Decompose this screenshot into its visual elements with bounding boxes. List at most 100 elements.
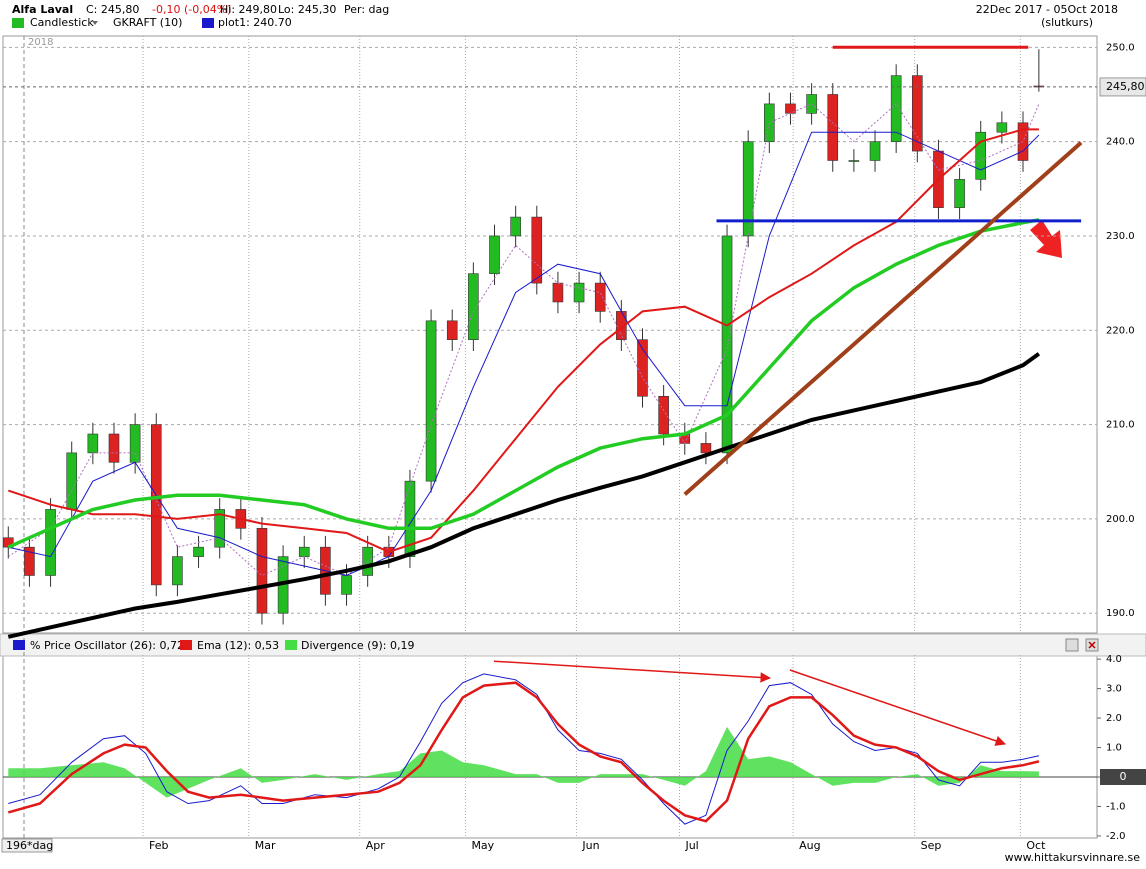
- period-days: 196*dag: [6, 839, 53, 852]
- y-tick-label: 190.0: [1106, 608, 1135, 619]
- last-price-box: [1099, 77, 1146, 97]
- candle-body: [468, 273, 479, 340]
- x-tick-label: Feb: [149, 839, 168, 852]
- candle-body: [87, 433, 99, 454]
- trend-line: [789, 669, 1006, 746]
- y-tick-label: 4.0: [1106, 654, 1122, 665]
- legend-dropdown: [92, 21, 98, 25]
- candle-body: [552, 282, 564, 303]
- y-tick-label: 2.0: [1106, 713, 1122, 724]
- divergence-area: [8, 726, 1039, 798]
- period-box: [1, 838, 53, 853]
- trend-line: [683, 141, 1083, 496]
- candle-body: [2, 537, 14, 548]
- candle-body: [341, 575, 352, 595]
- candle-body: [996, 122, 1008, 133]
- legend-label: % Price Oscillator (26): 0,72: [30, 639, 184, 652]
- price-plot-frame: [2, 35, 1098, 634]
- candle-body: [66, 452, 78, 510]
- y-tick-label: 250.0: [1106, 42, 1135, 53]
- moving-average: [8, 131, 1040, 577]
- y-tick-label: 0: [1120, 770, 1127, 783]
- oscillator-line: [7, 681, 1040, 823]
- trend-line: [493, 660, 771, 683]
- y-tick-label: 3.0: [1106, 684, 1122, 695]
- down-arrow: [1030, 220, 1062, 258]
- x-tick-label: Apr: [366, 839, 386, 852]
- candle-body: [721, 235, 733, 454]
- legend-label: Ema (12): 0,53: [197, 639, 279, 652]
- candle-body: [129, 424, 141, 463]
- date-range: 22Dec 2017 - 05Oct 2018: [976, 3, 1118, 16]
- candle-body: [193, 546, 204, 557]
- y-tick-label: -2.0: [1106, 831, 1126, 842]
- candle-body: [24, 546, 35, 576]
- close-icon: [1088, 641, 1096, 649]
- change-label: -0,10 (-0,04%): [152, 3, 231, 16]
- moving-average: [7, 218, 1040, 549]
- candle-body: [45, 509, 56, 576]
- candle-body: [256, 528, 268, 614]
- x-tick-label: Mar: [255, 839, 276, 852]
- zoom-button[interactable]: [1065, 638, 1079, 652]
- y-tick-label: 1.0: [1106, 743, 1122, 754]
- y-tick-label: 240.0: [1106, 137, 1135, 148]
- candle-body: [637, 339, 648, 397]
- candle-body: [510, 216, 521, 237]
- close-label: C: 245,80: [86, 3, 139, 16]
- year-label: 2018: [28, 37, 53, 48]
- high-label: Hi: 249,80: [220, 3, 277, 16]
- y-tick-label: -1.0: [1106, 801, 1126, 812]
- candle-body: [912, 75, 923, 152]
- candle-body: [404, 480, 416, 557]
- candle-body: [531, 216, 543, 284]
- y-tick-label: 220.0: [1106, 325, 1135, 336]
- legend-label: plot1: 240.70: [218, 16, 292, 29]
- low-label: Lo: 245,30: [278, 3, 336, 16]
- legend-swatch: [13, 640, 25, 650]
- candle-body: [172, 556, 183, 586]
- price-mode: (slutkurs): [1041, 16, 1093, 29]
- y-tick-label: 210.0: [1106, 420, 1135, 431]
- candle-body: [764, 103, 775, 142]
- footer-url: www.hittakursvinnare.se: [1005, 851, 1141, 864]
- x-tick-label: Aug: [799, 839, 820, 852]
- oscillator-header: [0, 633, 1146, 657]
- candle-body: [700, 443, 712, 454]
- candle-body: [573, 282, 585, 303]
- legend-swatch: [285, 640, 297, 650]
- candle-body: [214, 509, 225, 548]
- candle-body: [594, 282, 606, 312]
- candle-body: [658, 395, 669, 435]
- legend-label: GKRAFT (10): [113, 16, 182, 29]
- period-label: Per: dag: [344, 3, 389, 16]
- candle-body: [446, 320, 458, 340]
- candle-body: [827, 94, 839, 161]
- legend-swatch: [12, 18, 24, 28]
- last-price-label: 245,80: [1106, 80, 1145, 93]
- candle-body: [489, 235, 500, 274]
- candle-body: [975, 131, 987, 180]
- legend-swatch: [180, 640, 192, 650]
- candle-body: [954, 179, 965, 208]
- zero-box: [1100, 769, 1146, 785]
- moving-average: [7, 128, 1039, 553]
- x-tick-label: Sep: [921, 839, 942, 852]
- candle-body: [150, 424, 162, 586]
- candle-body: [848, 160, 860, 162]
- x-tick-label: Oct: [1026, 839, 1046, 852]
- x-tick-label: May: [471, 839, 494, 852]
- stock-title: Alfa Laval: [12, 3, 73, 16]
- moving-average: [7, 352, 1041, 639]
- candle-body: [890, 75, 902, 142]
- candle-body: [869, 141, 881, 161]
- moving-average: [8, 103, 1040, 577]
- candle-body: [742, 141, 754, 237]
- y-tick-label: 200.0: [1106, 514, 1135, 525]
- oscillator-line: [8, 673, 1040, 825]
- x-tick-label: Jun: [581, 839, 599, 852]
- candle-body: [298, 546, 310, 557]
- legend-swatch: [202, 18, 214, 28]
